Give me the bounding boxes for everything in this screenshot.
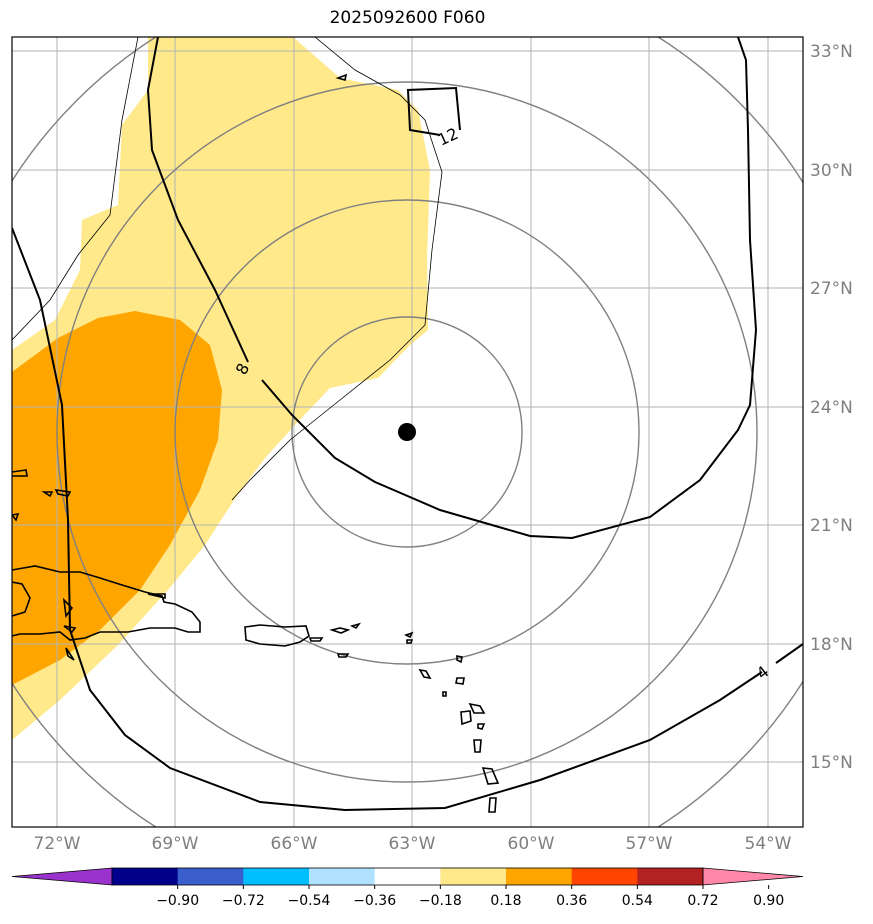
longitude-labels: 72°W 69°W 66°W 63°W 60°W 57°W 54°W <box>34 834 792 854</box>
lat-label: 21°N <box>810 516 853 536</box>
lon-label: 57°W <box>626 834 673 854</box>
colorbar-tick-label: 0.54 <box>622 893 653 909</box>
colorbar-tick-label: −0.72 <box>222 893 265 909</box>
colorbar-segment <box>506 868 573 885</box>
lon-label: 63°W <box>389 834 436 854</box>
map-title: 2025092600 F060 <box>329 8 486 28</box>
colorbar-segment <box>112 868 179 885</box>
lat-label: 33°N <box>810 42 853 62</box>
colorbar-tick-label: 0.18 <box>490 893 521 909</box>
lon-label: 54°W <box>745 834 792 854</box>
colorbar: −0.90 −0.72 −0.54 −0.36 −0.18 0.18 0.36 0.54 0.7… <box>11 867 804 909</box>
boundary-line <box>12 37 139 341</box>
lat-label: 24°N <box>810 398 853 418</box>
map-frame <box>11 36 804 828</box>
lat-label: 30°N <box>810 161 853 181</box>
colorbar-frame <box>111 867 704 886</box>
lat-label: 27°N <box>810 279 853 299</box>
colorbar-tick-label: −0.54 <box>288 893 331 909</box>
colorbar-tick-label: 0.36 <box>556 893 587 909</box>
range-rings <box>12 37 803 827</box>
lon-label: 72°W <box>34 834 81 854</box>
lon-label: 60°W <box>508 834 555 854</box>
colorbar-segment <box>440 868 507 885</box>
coastlines <box>12 73 500 813</box>
colorbar-tick-label: −0.18 <box>419 893 462 909</box>
colorbar-segment <box>243 868 310 885</box>
contour-line-12 <box>406 86 461 136</box>
gridlines <box>12 37 803 827</box>
colorbar-segment <box>374 868 441 885</box>
colorbar-tick-label: 0.72 <box>687 893 718 909</box>
colorbar-tick-label: −0.90 <box>156 893 199 909</box>
colorbar-segment <box>637 868 704 885</box>
lon-label: 69°W <box>152 834 199 854</box>
colorbar-tick-label: −0.36 <box>353 893 396 909</box>
lat-label: 18°N <box>810 635 853 655</box>
storm-center-marker <box>398 423 416 441</box>
map-area <box>12 37 803 827</box>
contour-line-8 <box>146 37 758 540</box>
lon-label: 66°W <box>271 834 318 854</box>
lat-label: 15°N <box>810 753 853 773</box>
colorbar-tick-label: 0.90 <box>753 893 784 909</box>
boundary-line-2 <box>231 37 443 501</box>
latitude-labels: 33°N 30°N 27°N 24°N 21°N 18°N 15°N <box>810 42 853 773</box>
colorbar-segment <box>571 868 638 885</box>
colorbar-extend-low <box>11 867 113 886</box>
colorbar-extend-high <box>702 867 804 886</box>
colorbar-segment <box>309 868 376 885</box>
colorbar-segment <box>177 868 244 885</box>
shaded-field-orange <box>12 311 222 685</box>
contour-line-4 <box>12 227 803 812</box>
